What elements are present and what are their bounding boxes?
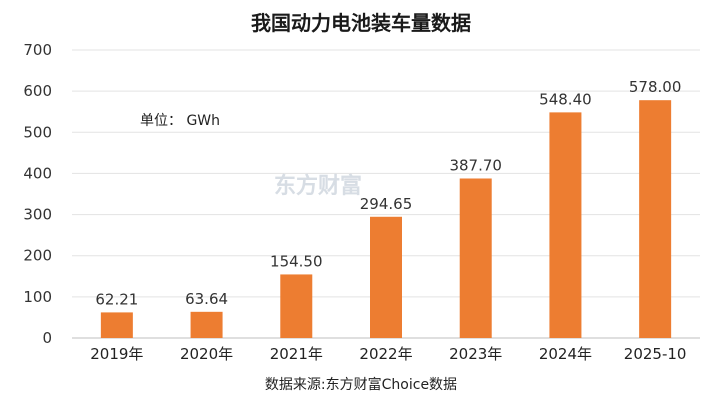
y-tick-label: 300 <box>23 206 52 224</box>
bar <box>549 112 582 338</box>
source-note: 数据来源:东方财富Choice数据 <box>265 376 457 393</box>
x-tick-label: 2024年 <box>539 345 592 363</box>
y-tick-label: 100 <box>23 288 52 306</box>
bar <box>100 312 133 338</box>
data-label: 548.40 <box>539 90 592 108</box>
x-tick-label: 2025-10 <box>624 345 687 363</box>
bar <box>190 311 223 338</box>
bar <box>370 216 402 338</box>
y-tick-label: 600 <box>23 82 52 100</box>
y-tick-label: 0 <box>42 329 52 347</box>
data-label: 63.64 <box>185 290 228 308</box>
unit-label: 单位： GWh <box>140 113 220 129</box>
bar <box>639 100 672 339</box>
x-tick-label: 2021年 <box>270 345 323 363</box>
x-tick-label: 2022年 <box>359 345 412 363</box>
y-tick-label: 400 <box>23 164 52 182</box>
x-tick-label: 2019年 <box>90 345 143 363</box>
y-tick-label: 700 <box>23 41 52 59</box>
y-axis-ticks: 0 100 200 300 400 500 600 700 <box>23 41 52 347</box>
data-label: 578.00 <box>629 78 682 96</box>
x-tick-label: 2020年 <box>180 345 233 363</box>
y-tick-label: 200 <box>23 247 52 265</box>
data-labels: 62.21 63.64 154.50 294.65 387.70 548.40 578.00 <box>95 78 681 308</box>
data-label: 62.21 <box>95 290 138 308</box>
watermark: 东方财富 <box>274 173 362 199</box>
bar <box>280 274 313 338</box>
bars <box>100 100 672 339</box>
data-label: 154.50 <box>270 252 323 270</box>
data-label: 294.65 <box>360 195 413 213</box>
x-axis-ticks: 2019年 2020年 2021年 2022年 2023年 2024年 2025-10 <box>90 345 686 363</box>
x-tick-label: 2023年 <box>449 345 502 363</box>
chart-title: 我国动力电池装车量数据 <box>251 11 471 35</box>
bar <box>459 178 492 338</box>
data-label: 387.70 <box>449 156 502 174</box>
y-tick-label: 500 <box>23 123 52 141</box>
